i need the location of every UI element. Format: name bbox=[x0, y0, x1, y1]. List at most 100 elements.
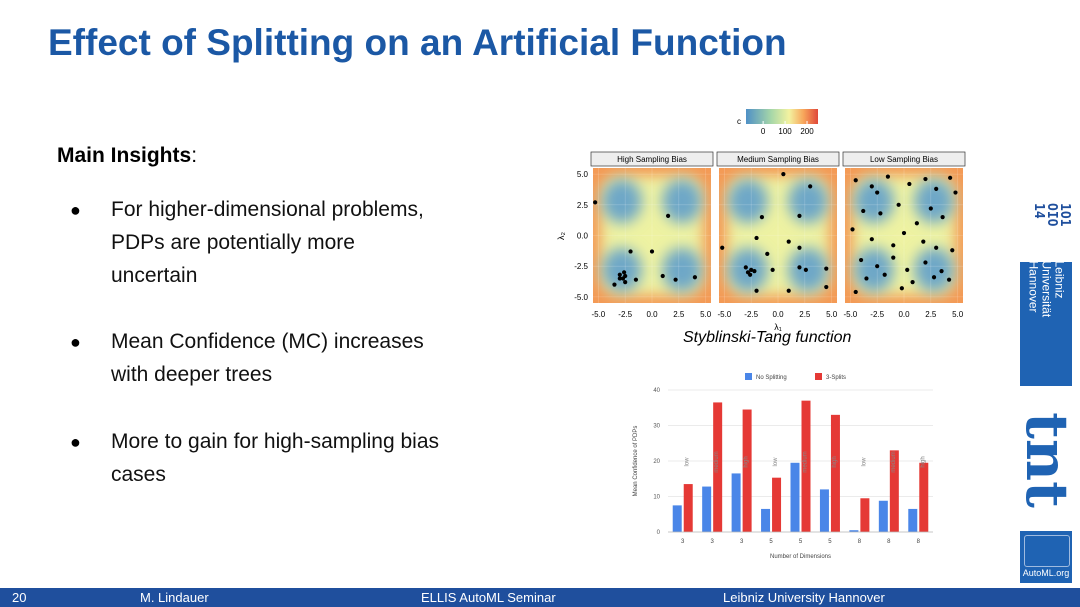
uni-line: Universität bbox=[1039, 260, 1054, 318]
point bbox=[853, 289, 858, 295]
colorbar-tick-label: 200 bbox=[800, 127, 814, 136]
y-tick-label: 5.0 bbox=[577, 170, 589, 179]
point bbox=[864, 276, 869, 281]
x-tick-label: -5.0 bbox=[591, 310, 605, 319]
point bbox=[720, 245, 725, 250]
colorbar-tick-label: 0 bbox=[761, 127, 766, 136]
colorbar-tick-label: 100 bbox=[778, 127, 792, 136]
point bbox=[939, 268, 944, 274]
institution: Leibniz University Hannover bbox=[723, 590, 885, 605]
bullet-line: PDPs are potentially more bbox=[111, 231, 355, 254]
point bbox=[692, 275, 698, 280]
heat-well bbox=[662, 247, 703, 292]
point bbox=[754, 235, 759, 241]
bullet-dot: ● bbox=[70, 200, 81, 220]
point bbox=[617, 272, 622, 277]
y-axis-label: λ₂ bbox=[556, 232, 566, 241]
point bbox=[914, 221, 919, 226]
author: M. Lindauer bbox=[140, 590, 209, 605]
bar bbox=[672, 505, 682, 532]
heat-well bbox=[788, 247, 829, 292]
point bbox=[797, 213, 802, 218]
heat-well bbox=[662, 179, 703, 224]
point bbox=[628, 249, 633, 254]
point bbox=[850, 227, 855, 232]
point bbox=[765, 251, 770, 257]
page-number: 20 bbox=[12, 590, 27, 605]
footer: 20 M. Lindauer ELLIS AutoML Seminar Leib… bbox=[0, 588, 1080, 607]
x-tick-label: -2.5 bbox=[618, 310, 632, 319]
point bbox=[743, 265, 748, 270]
point bbox=[931, 275, 937, 280]
heat-well bbox=[601, 179, 642, 224]
heatmap bbox=[593, 168, 711, 303]
x-tick-label: 5.0 bbox=[952, 310, 964, 319]
point bbox=[623, 280, 628, 285]
point bbox=[623, 273, 628, 279]
point bbox=[803, 267, 808, 272]
panel-title: Medium Sampling Bias bbox=[737, 155, 819, 164]
y-tick-label: 0 bbox=[657, 530, 661, 536]
point bbox=[797, 245, 802, 250]
x-tick-label: -2.5 bbox=[870, 310, 884, 319]
bias-label: high bbox=[744, 456, 750, 467]
point bbox=[928, 206, 933, 211]
y-tick-label: 2.5 bbox=[577, 201, 589, 210]
heat-well bbox=[727, 179, 768, 224]
point bbox=[781, 172, 786, 177]
point bbox=[665, 213, 671, 218]
bar bbox=[713, 402, 723, 532]
point bbox=[770, 267, 775, 272]
x-tick-label: 5 bbox=[828, 539, 832, 545]
panel-title: Low Sampling Bias bbox=[870, 155, 938, 164]
bar bbox=[772, 477, 782, 532]
x-tick-label: 3 bbox=[740, 539, 744, 545]
heat-well bbox=[914, 179, 955, 224]
heat-well bbox=[914, 247, 955, 292]
x-tick-label: 3 bbox=[681, 539, 685, 545]
point bbox=[885, 174, 891, 179]
point bbox=[797, 265, 802, 270]
bias-label: high bbox=[832, 456, 838, 467]
point bbox=[759, 214, 765, 220]
x-tick-label: 8 bbox=[858, 539, 862, 545]
x-tick-label: 3 bbox=[710, 539, 714, 545]
bullet-line: Mean Confidence (MC) increases bbox=[111, 330, 424, 353]
bullet-dot: ● bbox=[70, 432, 81, 452]
point bbox=[921, 239, 926, 244]
point bbox=[899, 286, 904, 291]
bar bbox=[919, 462, 929, 532]
heatmap bbox=[719, 168, 837, 303]
bias-label: medium bbox=[891, 451, 897, 472]
point bbox=[612, 282, 617, 287]
bullet-line: with deeper trees bbox=[111, 363, 273, 386]
heat-well bbox=[727, 247, 768, 292]
bullet-line: For higher-dimensional problems, bbox=[111, 198, 424, 221]
point bbox=[673, 277, 678, 282]
heat-well bbox=[601, 247, 642, 292]
bar bbox=[742, 409, 752, 532]
point bbox=[934, 245, 939, 250]
point bbox=[660, 273, 665, 279]
x-tick-label: -5.0 bbox=[717, 310, 731, 319]
x-tick-label: 5.0 bbox=[826, 310, 838, 319]
point bbox=[749, 267, 754, 272]
point bbox=[861, 208, 866, 214]
point bbox=[869, 184, 874, 189]
point bbox=[786, 288, 791, 293]
point bbox=[891, 255, 896, 260]
uni-logo: Leibniz Universität Hannover bbox=[1020, 260, 1072, 386]
legend-swatch bbox=[815, 373, 822, 380]
point bbox=[752, 268, 757, 274]
slide-title: Effect of Splitting on an Artificial Fun… bbox=[48, 22, 787, 63]
event: ELLIS AutoML Seminar bbox=[421, 590, 556, 605]
point bbox=[882, 272, 887, 277]
heat-well bbox=[853, 247, 894, 292]
bar bbox=[683, 484, 693, 532]
y-tick-label: 10 bbox=[653, 495, 660, 501]
panel-title: High Sampling Bias bbox=[617, 155, 687, 164]
x-tick-label: 0.0 bbox=[646, 310, 658, 319]
point bbox=[858, 257, 864, 263]
